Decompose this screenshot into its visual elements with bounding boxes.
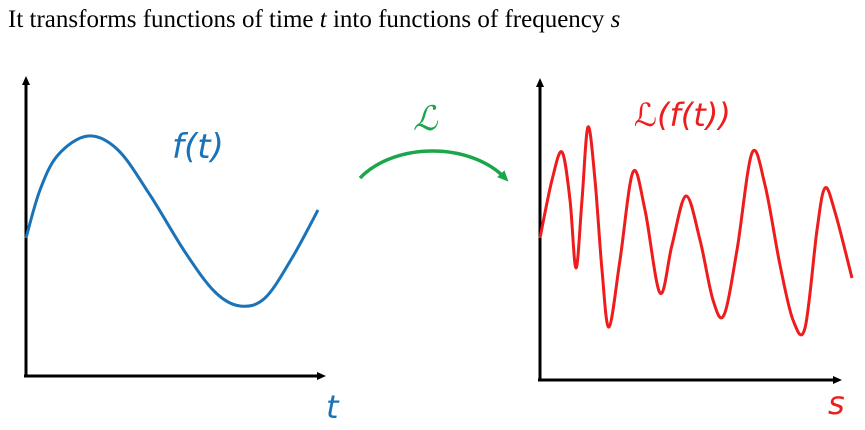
- heading-text-2: into functions of frequency: [326, 6, 611, 33]
- heading-var-t: t: [319, 6, 327, 33]
- frequency-domain-curve-label: ℒ(f(t)): [634, 96, 731, 134]
- heading-var-s: s: [610, 6, 621, 33]
- transform-arrow: [358, 149, 509, 182]
- transform-symbol: ℒ: [413, 99, 439, 139]
- time-domain-curve: [24, 134, 320, 308]
- right-x-axis-label: s: [828, 384, 845, 422]
- time-domain-curve-label: f(t): [172, 127, 224, 167]
- frequency-domain-curve: [538, 125, 854, 337]
- heading-sentence: It transforms functions of time t into f…: [8, 6, 620, 34]
- heading-text-1: It transforms functions of time: [8, 6, 320, 33]
- left-x-axis-label: t: [326, 388, 340, 426]
